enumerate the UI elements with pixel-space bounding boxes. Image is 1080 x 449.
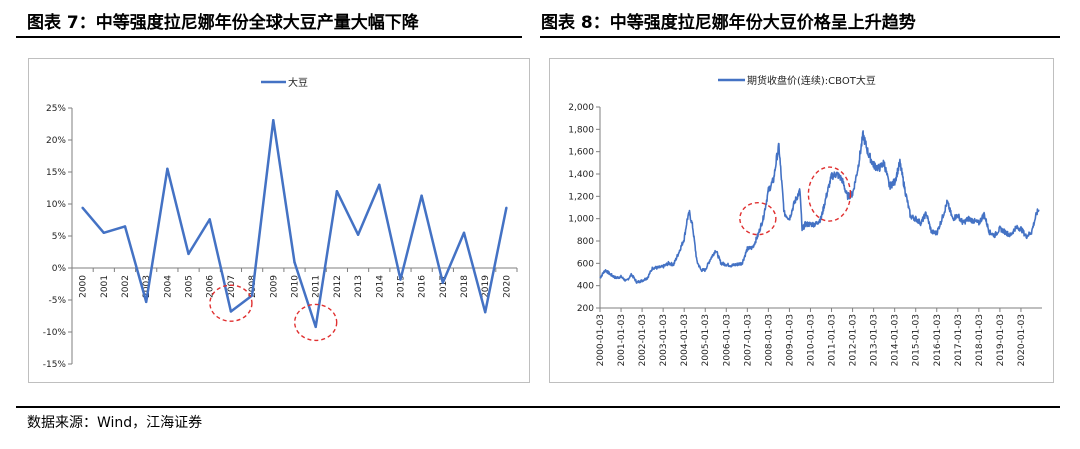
y-tick-label: 25% xyxy=(46,104,66,114)
legend-label: 大豆 xyxy=(288,76,308,89)
x-tick-label: 2011 xyxy=(312,275,322,298)
figure7-chart-panel: 25% 20% 15% 10% 5% 0% -5% -10% -15% 2000 2001 2002 2… xyxy=(28,58,530,383)
x-tick-label: 2003 xyxy=(142,275,152,298)
x-tick-label: 2020 xyxy=(502,275,512,298)
x-tick-label: 2004-01-03 xyxy=(680,314,690,366)
x-tick-label: 2000 xyxy=(79,275,89,298)
figure7-title: 图表 7：中等强度拉尼娜年份全球大豆产量大幅下降 xyxy=(27,13,419,33)
y-tick-label: 1,200 xyxy=(568,192,594,202)
data-point xyxy=(399,278,402,281)
x-tick-label: 2009-01-03 xyxy=(785,314,795,366)
x-tick-label: 2010 xyxy=(291,275,301,298)
x-tick-label: 2018 xyxy=(460,275,470,298)
y-tick-label: -5% xyxy=(48,296,66,306)
y-tick-label: 1,600 xyxy=(568,148,594,158)
x-tick-label: 2001-01-03 xyxy=(617,314,627,366)
x-tick-label: 2013 xyxy=(354,275,364,298)
figure7-title-rule xyxy=(16,36,522,38)
y-tick-label: 800 xyxy=(577,237,594,247)
x-tick-label: 2017-01-03 xyxy=(954,314,964,366)
x-tick-label: 2008-01-03 xyxy=(764,314,774,366)
data-point xyxy=(102,231,105,234)
data-point xyxy=(356,233,360,236)
data-point xyxy=(505,206,508,210)
x-tick-label: 2010-01-03 xyxy=(806,314,816,366)
y-tick-label: 1,000 xyxy=(568,215,594,225)
x-tick-label: 2005-01-03 xyxy=(701,314,711,366)
x-tick-label: 2001 xyxy=(100,275,110,298)
legend-label: 期货收盘价(连续):CBOT大豆 xyxy=(747,74,876,87)
y-tick-label: -10% xyxy=(43,328,67,338)
data-point xyxy=(272,118,275,122)
x-tick-label: 2006 xyxy=(206,275,216,298)
annotation-dashed-circle xyxy=(807,166,852,222)
data-point xyxy=(144,300,148,304)
y-tick-label: 400 xyxy=(577,282,594,292)
data-point xyxy=(335,190,339,193)
data-source-note: 数据来源：Wind，江海证券 xyxy=(27,415,203,431)
annotation-dashed-circle xyxy=(293,303,338,342)
x-tick-label: 2015-01-03 xyxy=(912,314,922,366)
y-tick-label: 200 xyxy=(577,304,594,314)
data-point xyxy=(420,194,423,197)
x-tick-label: 2015 xyxy=(396,275,406,298)
figure8-chart-panel: 2,000 1,800 1,600 1,400 1,200 1,000 800 600 400 2… xyxy=(549,58,1054,383)
data-point xyxy=(250,294,254,297)
figure8-chart: 2,000 1,800 1,600 1,400 1,200 1,000 800 600 400 2… xyxy=(568,74,1042,366)
x-tick-label: 2020-01-03 xyxy=(1017,314,1027,366)
figure7-chart: 25% 20% 15% 10% 5% 0% -5% -10% -15% 2000 2001 2002 2… xyxy=(43,76,518,370)
x-tick-label: 2012-01-03 xyxy=(849,314,859,366)
data-point xyxy=(378,183,381,186)
x-tick-label: 2007-01-03 xyxy=(743,314,753,366)
x-tick-label: 2017 xyxy=(439,275,449,298)
x-tick-label: 2014 xyxy=(375,275,385,298)
data-point xyxy=(81,206,84,210)
data-point xyxy=(484,310,487,314)
data-point xyxy=(462,231,466,234)
y-tick-label: 1,400 xyxy=(568,170,594,180)
x-tick-label: 2013-01-03 xyxy=(870,314,880,366)
annotation-dashed-circle xyxy=(739,201,777,236)
x-tick-label: 2005 xyxy=(185,275,195,298)
y-tick-label: 600 xyxy=(577,259,594,269)
x-tick-label: 2004 xyxy=(163,275,173,298)
data-point xyxy=(208,218,211,221)
x-tick-label: 2012 xyxy=(333,275,343,298)
x-tick-label: 2006-01-03 xyxy=(722,314,732,366)
x-tick-label: 2009 xyxy=(269,275,279,298)
y-tick-label: 1,800 xyxy=(568,125,594,135)
y-tick-label: 0% xyxy=(52,264,67,274)
data-point xyxy=(441,281,445,284)
annotation-dashed-circle xyxy=(209,284,253,322)
x-tick-label: 2018-01-03 xyxy=(975,314,985,366)
data-point xyxy=(187,252,190,256)
figure8-title: 图表 8：中等强度拉尼娜年份大豆价格呈上升趋势 xyxy=(541,13,916,33)
data-point xyxy=(293,261,296,264)
x-tick-label: 2011-01-03 xyxy=(828,314,838,366)
y-tick-label: 10% xyxy=(46,200,66,210)
x-tick-label: 2002-01-03 xyxy=(638,314,648,366)
x-tick-label: 2014-01-03 xyxy=(891,314,901,366)
x-tick-label: 2003-01-03 xyxy=(659,314,669,366)
y-tick-label: 15% xyxy=(46,168,66,178)
x-tick-label: 2002 xyxy=(121,275,131,298)
figure8-title-rule xyxy=(540,36,1060,38)
x-tick-label: 2019 xyxy=(481,275,491,298)
x-tick-label: 2019-01-03 xyxy=(996,314,1006,366)
y-tick-label: 5% xyxy=(52,232,67,242)
x-tick-label: 2016-01-03 xyxy=(933,314,943,366)
y-tick-label: 2,000 xyxy=(568,103,594,113)
source-rule xyxy=(16,406,1060,408)
data-point xyxy=(314,325,317,329)
y-tick-label: 20% xyxy=(46,136,66,146)
data-point xyxy=(123,225,127,228)
y-tick-label: -15% xyxy=(43,360,67,370)
x-tick-label: 2000-01-03 xyxy=(596,314,606,366)
data-point xyxy=(229,310,233,313)
x-tick-label: 2007 xyxy=(227,275,237,298)
x-tick-label: 2016 xyxy=(418,275,428,298)
data-point xyxy=(166,167,169,170)
series-line-cbot-soybean xyxy=(599,130,1040,284)
